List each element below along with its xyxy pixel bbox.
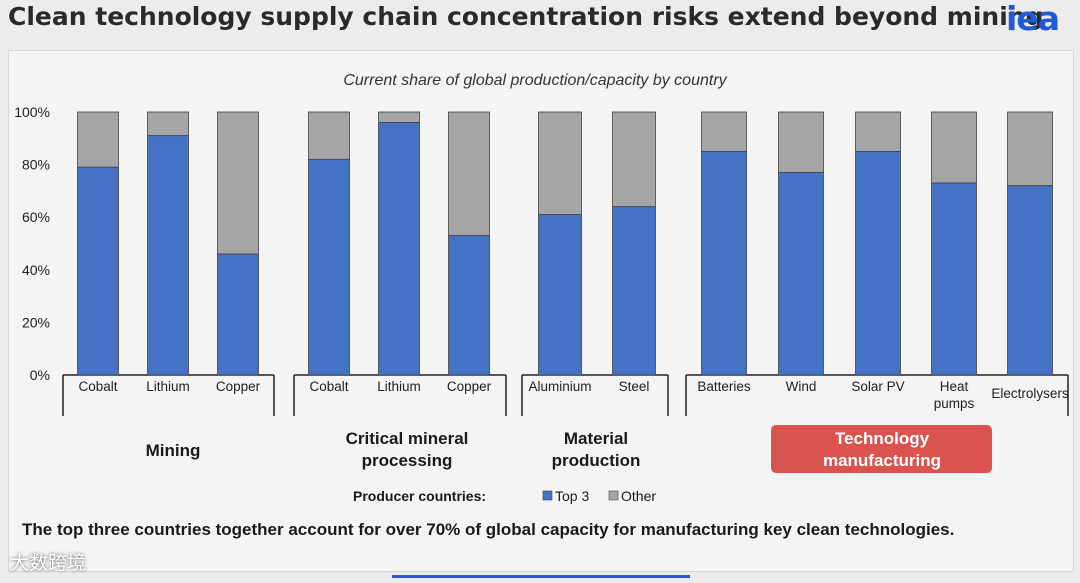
y-tick-label: 20% [22,314,50,330]
bar-other [1007,111,1053,187]
bar-top3 [612,206,656,376]
bar-other [147,111,189,137]
progress-indicator [392,575,690,578]
y-tick-label: 80% [22,157,50,173]
group-label: Technology [835,429,930,448]
category-label: Lithium [377,379,421,394]
bar-top3 [778,172,824,376]
bar-top3 [931,182,977,376]
bar-other [448,111,490,237]
bar-other [855,111,901,152]
category-label: Copper [216,379,261,394]
group-label: Critical mineral [346,429,469,448]
group-label: processing [362,451,453,470]
bar-other [217,111,259,255]
category-label: Batteries [697,379,751,394]
category-label: Aluminium [528,379,591,394]
y-tick-label: 100% [14,104,50,120]
category-label: pumps [934,396,975,411]
legend-label-top3: Top 3 [555,488,589,504]
y-tick-label: 40% [22,262,50,278]
group-label: Mining [146,441,201,460]
category-label: Cobalt [78,379,117,394]
bar-top3 [701,151,747,376]
bar-other [778,111,824,173]
category-label: Cobalt [309,379,348,394]
group-label: production [552,451,641,470]
category-label: Solar PV [851,379,904,394]
stacked-bar-chart: Current share of global production/capac… [14,72,1069,504]
bar-other [308,111,350,160]
category-label: Heat [940,379,969,394]
legend-label-other: Other [621,488,656,504]
slide-title: Clean technology supply chain concentrat… [8,2,1044,31]
bar-other [77,111,119,168]
group-label: manufacturing [823,451,941,470]
y-tick-label: 0% [30,367,50,383]
bar-other [931,111,977,184]
y-tick-label: 60% [22,209,50,225]
bar-other [612,111,656,208]
bar-top3 [147,135,189,376]
category-label: Copper [447,379,492,394]
chart-subtitle: Current share of global production/capac… [343,72,727,89]
category-label: Wind [786,379,817,394]
bar-other [378,111,420,123]
bar-top3 [77,166,119,376]
watermark: 大数跨境 [10,552,87,574]
category-label: Steel [619,379,650,394]
slide-caption: The top three countries together account… [22,520,955,539]
iea-logo: iea [1006,0,1060,38]
bar-other [538,111,582,215]
bar-top3 [308,158,350,376]
bar-top3 [1007,185,1053,376]
bar-other [701,111,747,152]
bar-top3 [855,151,901,376]
bar-top3 [448,235,490,376]
highlight-box [771,425,992,473]
category-label: Lithium [146,379,190,394]
bar-top3 [217,253,259,376]
bar-top3 [538,214,582,376]
bar-top3 [378,122,420,376]
legend-swatch-top3 [542,490,553,501]
group-label: Material [564,429,628,448]
category-label: Electrolysers [991,386,1069,401]
legend-title: Producer countries: [353,488,486,504]
legend-swatch-other [608,490,619,501]
